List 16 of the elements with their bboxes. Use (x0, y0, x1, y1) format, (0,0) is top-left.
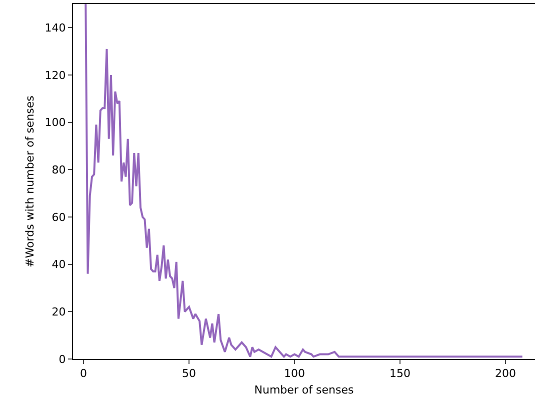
x-tick-label: 200 (494, 367, 516, 380)
x-tick-label: 100 (284, 367, 306, 380)
x-tick-label: 50 (182, 367, 196, 380)
y-axis-title: #Words with number of senses (23, 95, 36, 268)
x-axis-title: Number of senses (254, 383, 354, 396)
y-tick-label: 20 (52, 306, 66, 319)
y-tick-label: 100 (44, 116, 66, 130)
y-tick-label: 40 (52, 258, 66, 272)
line-series (84, 4, 524, 358)
y-tick-label: 80 (52, 164, 66, 177)
x-tick-label: 0 (80, 367, 88, 380)
x-tick-label: 150 (389, 367, 410, 380)
y-tick-label: 120 (44, 68, 66, 82)
y-tick-label: 0 (58, 352, 66, 366)
y-tick-label: 140 (44, 22, 66, 35)
y-tick-label: 60 (52, 210, 66, 224)
